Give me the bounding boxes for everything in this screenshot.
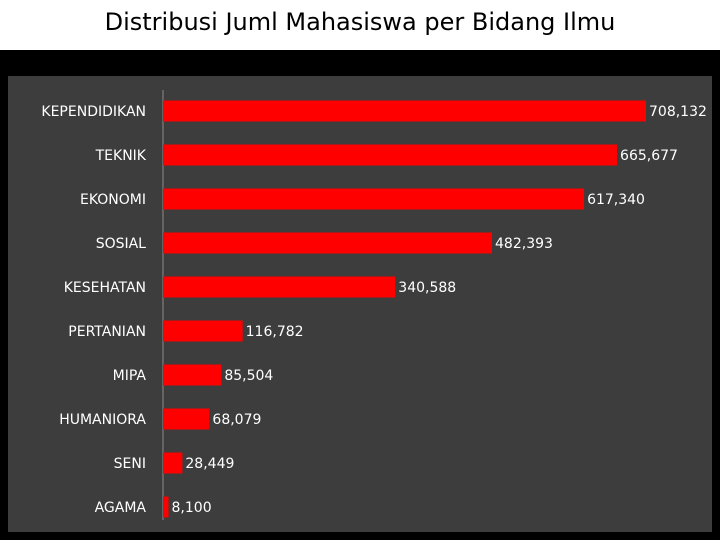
bar-agama <box>163 496 169 518</box>
value-label: 482,393 <box>495 236 553 252</box>
category-label: SENI <box>114 456 146 472</box>
value-label: 617,340 <box>587 192 645 208</box>
bar-kependidikan <box>163 100 646 122</box>
value-label: 85,504 <box>224 368 273 384</box>
value-label: 340,588 <box>398 280 456 296</box>
value-label: 8,100 <box>172 500 212 516</box>
category-label: PERTANIAN <box>68 324 146 340</box>
category-label: HUMANIORA <box>59 412 146 428</box>
value-label: 28,449 <box>185 456 234 472</box>
category-label: KEPENDIDIKAN <box>41 104 146 120</box>
bar-pertanian <box>163 320 243 342</box>
value-label: 68,079 <box>212 412 261 428</box>
value-label: 708,132 <box>649 104 707 120</box>
bar-mipa <box>163 364 222 386</box>
bar-seni <box>163 452 183 474</box>
bar-kesehatan <box>163 276 396 298</box>
bar-ekonomi <box>163 188 585 210</box>
category-label: SOSIAL <box>96 236 146 252</box>
category-label: AGAMA <box>95 500 147 516</box>
bar-humaniora <box>163 408 210 430</box>
category-label: TEKNIK <box>95 148 147 164</box>
bar-teknik <box>163 144 618 166</box>
category-label: EKONOMI <box>80 192 146 208</box>
title-band: Distribusi Juml Mahasiswa per Bidang Ilm… <box>0 0 720 50</box>
value-label: 665,677 <box>620 148 678 164</box>
bar-sosial <box>163 232 493 254</box>
value-label: 116,782 <box>246 324 304 340</box>
category-label: MIPA <box>113 368 147 384</box>
chart-title: Distribusi Juml Mahasiswa per Bidang Ilm… <box>104 8 616 36</box>
category-label: KESEHATAN <box>64 280 146 296</box>
